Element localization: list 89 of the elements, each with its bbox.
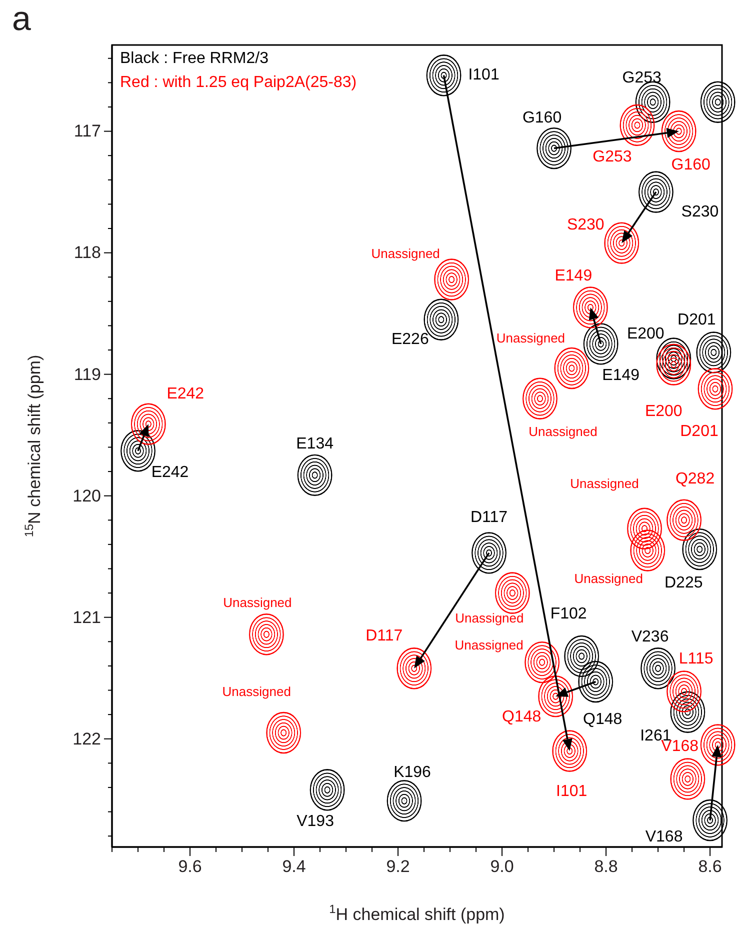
data-label: E242 xyxy=(166,385,204,402)
x-tick-label: 8.8 xyxy=(594,857,618,876)
data-label: Q148 xyxy=(502,708,542,726)
point xyxy=(552,730,588,772)
text: a xyxy=(12,0,31,38)
data-label: E149 xyxy=(602,367,640,384)
y-tick-label: 118 xyxy=(74,243,101,262)
data-label: E149 xyxy=(554,268,592,285)
point xyxy=(661,110,696,152)
point xyxy=(604,222,640,264)
data-label: F102 xyxy=(550,605,587,622)
data-label: G253 xyxy=(622,69,662,86)
point xyxy=(666,670,702,712)
data-label: I101 xyxy=(468,66,500,84)
data-label: V168 xyxy=(645,828,683,846)
point xyxy=(656,344,692,386)
point xyxy=(700,81,736,123)
x-axis-title: $^{1}$H chemical shift (ppm) xyxy=(329,902,505,924)
data-label: Unassigned xyxy=(371,246,440,261)
point xyxy=(682,528,718,570)
data-label: Unassigned xyxy=(496,330,566,346)
data-label: V193 xyxy=(296,813,334,830)
data-label: Unassigned xyxy=(223,594,292,610)
point xyxy=(583,323,618,365)
data-label: Unassigned xyxy=(574,570,643,586)
point xyxy=(426,54,462,96)
point xyxy=(696,332,732,374)
y-tick-label: 120 xyxy=(72,486,101,506)
point xyxy=(698,368,733,410)
x-tick-label: 9.4 xyxy=(282,857,306,876)
data-label: G253 xyxy=(592,148,632,166)
point xyxy=(692,799,728,842)
y-tick-label: 119 xyxy=(74,364,101,384)
point xyxy=(700,724,736,766)
point xyxy=(524,641,560,684)
point xyxy=(386,780,422,822)
data-label: E200 xyxy=(644,402,682,420)
point xyxy=(297,454,332,496)
data-label: Unassigned xyxy=(454,638,524,653)
x-tick-label: 9.0 xyxy=(490,857,514,876)
point xyxy=(130,403,166,445)
point xyxy=(249,614,284,656)
y-tick-label: 117 xyxy=(74,122,101,141)
point xyxy=(666,499,702,541)
data-label: S230 xyxy=(681,203,719,220)
data-label: V236 xyxy=(631,628,669,646)
data-label: D201 xyxy=(680,423,718,440)
x-tick-label: 9.6 xyxy=(178,857,202,876)
y-tick-label: 122 xyxy=(72,729,101,748)
data-label: E226 xyxy=(391,330,429,348)
text: Red : with 1.25 eq Paip2A(25-83) xyxy=(120,74,357,91)
data-label: D117 xyxy=(470,509,508,526)
point xyxy=(578,660,614,703)
point xyxy=(396,648,432,690)
data-label: E242 xyxy=(151,464,189,482)
point xyxy=(310,769,345,811)
data-label: D201 xyxy=(678,312,716,329)
point xyxy=(266,712,302,754)
data-label: G160 xyxy=(522,110,562,127)
data-label: K196 xyxy=(394,764,432,782)
data-label: E200 xyxy=(626,326,664,343)
y-tick-label: 121 xyxy=(72,608,101,627)
point xyxy=(522,378,558,420)
data-label: Unassigned xyxy=(222,684,291,700)
point xyxy=(572,286,608,328)
point xyxy=(472,532,506,574)
data-label: E134 xyxy=(296,435,334,452)
data-label: D225 xyxy=(664,574,703,592)
point xyxy=(638,171,674,213)
data-label: Q148 xyxy=(583,710,622,728)
x-tick-label: 9.2 xyxy=(386,857,410,876)
data-label: Unassigned xyxy=(455,610,524,626)
x-tick-label: 8.6 xyxy=(698,857,722,876)
point xyxy=(536,127,572,170)
point xyxy=(620,104,655,146)
data-label: L115 xyxy=(678,650,714,668)
data-label: Unassigned xyxy=(528,424,598,440)
point xyxy=(554,347,590,390)
point xyxy=(494,572,530,614)
data-label: Q282 xyxy=(675,470,715,488)
text: Black : Free RRM2/3 xyxy=(120,50,269,67)
data-label: G160 xyxy=(671,156,711,174)
data-label: S230 xyxy=(566,216,604,234)
point xyxy=(630,530,666,572)
data-label: D117 xyxy=(366,628,403,645)
point xyxy=(670,758,706,800)
data-label: I101 xyxy=(556,783,588,800)
point xyxy=(640,648,676,690)
data-label: Unassigned xyxy=(570,476,639,492)
